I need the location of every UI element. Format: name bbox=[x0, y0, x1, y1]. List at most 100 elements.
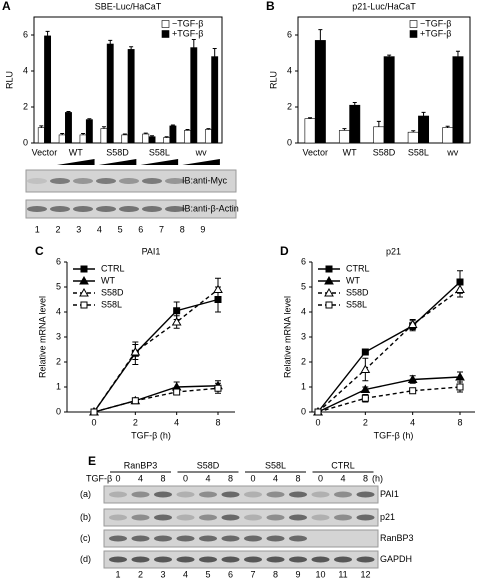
error-bar bbox=[387, 54, 392, 57]
point bbox=[90, 408, 98, 416]
band bbox=[266, 514, 285, 521]
band bbox=[221, 535, 240, 542]
error-bar bbox=[411, 130, 416, 133]
time-label: 0 bbox=[115, 473, 120, 483]
bar bbox=[100, 128, 108, 144]
point bbox=[130, 346, 141, 356]
legend-label: S58L bbox=[101, 299, 122, 309]
bar bbox=[58, 134, 66, 144]
error-bar bbox=[39, 125, 44, 128]
point bbox=[314, 408, 322, 416]
bar bbox=[148, 136, 156, 144]
bar bbox=[304, 118, 316, 144]
band bbox=[221, 491, 240, 498]
lane-number: 8 bbox=[180, 224, 185, 234]
lane-number: 2 bbox=[138, 569, 143, 579]
group-label: S58D bbox=[197, 460, 220, 470]
blot bbox=[103, 508, 379, 527]
bar bbox=[204, 129, 212, 144]
y-tick-label: 0 bbox=[301, 406, 306, 416]
series-line bbox=[93, 387, 219, 413]
legend-marker bbox=[79, 287, 89, 297]
error-bar bbox=[108, 39, 113, 44]
bar bbox=[142, 133, 150, 144]
y-tick-label: 4 bbox=[23, 65, 28, 75]
series-line bbox=[93, 298, 219, 413]
x-tick-label: 0 bbox=[91, 417, 96, 427]
series-line bbox=[317, 386, 461, 413]
group-label: RanBP3 bbox=[124, 460, 158, 470]
band bbox=[109, 556, 127, 563]
error-bar bbox=[81, 132, 86, 135]
x-tick-label: 4 bbox=[410, 417, 415, 427]
error-bar bbox=[164, 136, 169, 138]
x-tick-label: 0 bbox=[315, 417, 320, 427]
legend-marker bbox=[324, 275, 334, 285]
time-label: 4 bbox=[138, 473, 143, 483]
x-tick-label: S58L bbox=[149, 147, 170, 157]
y-tick-label: 3 bbox=[301, 331, 306, 341]
band bbox=[96, 206, 116, 212]
point bbox=[214, 384, 222, 392]
y-tick-label: 0 bbox=[23, 137, 28, 147]
band bbox=[289, 514, 307, 521]
band bbox=[50, 178, 70, 184]
lane-number: 9 bbox=[295, 569, 300, 579]
blot bbox=[103, 485, 379, 504]
band bbox=[199, 491, 217, 498]
bar bbox=[85, 119, 93, 144]
legend-marker bbox=[79, 275, 89, 285]
series-line bbox=[93, 288, 219, 413]
lane-number: 1 bbox=[115, 569, 120, 579]
y-tick-label: 2 bbox=[56, 356, 61, 366]
band bbox=[176, 556, 195, 563]
bar bbox=[452, 56, 464, 144]
y-tick-label: 2 bbox=[301, 356, 306, 366]
row-label: PAI1 bbox=[380, 489, 399, 499]
x-tick-label: 8 bbox=[457, 417, 462, 427]
time-label: 8 bbox=[160, 473, 165, 483]
row-label: GAPDH bbox=[380, 554, 412, 564]
band bbox=[334, 556, 352, 563]
error-bar bbox=[185, 129, 190, 131]
point bbox=[407, 319, 418, 328]
band bbox=[27, 178, 47, 184]
lane-number: 7 bbox=[250, 569, 255, 579]
error-bar bbox=[376, 120, 381, 127]
band bbox=[131, 491, 150, 498]
band bbox=[109, 514, 127, 521]
series-line bbox=[317, 288, 461, 413]
bar bbox=[418, 115, 430, 144]
panel-label: B bbox=[266, 0, 275, 13]
chart-title: p21 bbox=[386, 246, 401, 256]
x-axis-label: TGF-β (h) bbox=[374, 430, 414, 440]
bar bbox=[169, 125, 177, 144]
band bbox=[311, 556, 330, 563]
legend-label: WT bbox=[101, 275, 115, 285]
y-tick-label: 6 bbox=[56, 256, 61, 266]
legend-label: WT bbox=[346, 275, 360, 285]
time-label: 0 bbox=[318, 473, 323, 483]
band bbox=[109, 535, 127, 542]
bar bbox=[338, 130, 350, 144]
error-bar bbox=[191, 39, 196, 48]
band bbox=[244, 556, 262, 563]
legend-swatch bbox=[161, 20, 170, 28]
band bbox=[73, 178, 93, 184]
legend-label: +TGF-β bbox=[420, 28, 451, 38]
y-axis-label: Relative mRNA level bbox=[282, 296, 292, 378]
panel-label: E bbox=[88, 454, 96, 468]
lane-number: 3 bbox=[160, 569, 165, 579]
time-label: 4 bbox=[205, 473, 210, 483]
legend-marker bbox=[325, 301, 333, 309]
band bbox=[244, 514, 262, 521]
band bbox=[131, 514, 150, 521]
y-tick-label: 1 bbox=[301, 381, 306, 391]
time-label: 8 bbox=[295, 473, 300, 483]
band bbox=[176, 514, 195, 521]
panel-label: A bbox=[2, 0, 11, 13]
error-bar bbox=[206, 128, 211, 130]
band bbox=[176, 535, 195, 542]
point bbox=[360, 384, 371, 393]
y-tick-label: 2 bbox=[23, 101, 28, 111]
